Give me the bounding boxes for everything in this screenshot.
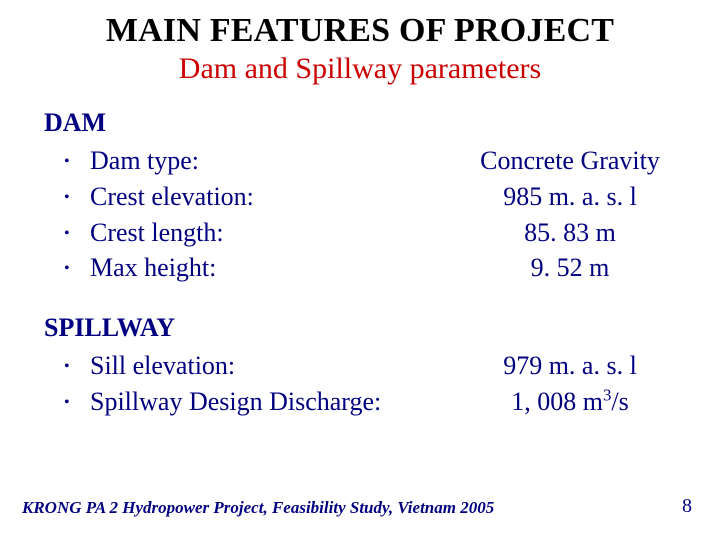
item-label: Sill elevation: <box>90 349 235 383</box>
bullet-icon: • <box>64 357 90 378</box>
item-value: 985 m. a. s. l <box>460 180 680 214</box>
slide: MAIN FEATURES OF PROJECT Dam and Spillwa… <box>0 0 720 540</box>
footer-text: KRONG PA 2 Hydropower Project, Feasibili… <box>22 498 494 518</box>
bullet-icon: • <box>64 152 90 173</box>
page-number: 8 <box>682 495 692 518</box>
item-label: Dam type: <box>90 144 199 178</box>
slide-subtitle: Dam and Spillway parameters <box>40 52 680 86</box>
bullet-icon: • <box>64 393 90 414</box>
section-heading-dam: DAM <box>40 108 680 138</box>
bullet-icon: • <box>64 259 90 280</box>
item-value-discharge: 1, 008 m3/s <box>460 385 680 419</box>
item-value: 85. 83 m <box>460 216 680 250</box>
item-label: Spillway Design Discharge: <box>90 385 381 419</box>
item-label: Crest elevation: <box>90 180 254 214</box>
list-item: • Dam type: Concrete Gravity <box>64 144 680 178</box>
item-value: 9. 52 m <box>460 251 680 285</box>
list-item: • Max height: 9. 52 m <box>64 251 680 285</box>
section-heading-spillway: SPILLWAY <box>40 313 680 343</box>
item-label: Crest length: <box>90 216 224 250</box>
list-item: • Sill elevation: 979 m. a. s. l <box>64 349 680 383</box>
item-label: Max height: <box>90 251 216 285</box>
slide-title: MAIN FEATURES OF PROJECT <box>40 12 680 50</box>
list-item: • Crest elevation: 985 m. a. s. l <box>64 180 680 214</box>
dam-list: • Dam type: Concrete Gravity • Crest ele… <box>40 144 680 285</box>
list-item: • Crest length: 85. 83 m <box>64 216 680 250</box>
bullet-icon: • <box>64 188 90 209</box>
bullet-icon: • <box>64 224 90 245</box>
spillway-list: • Sill elevation: 979 m. a. s. l • Spill… <box>40 349 680 419</box>
item-value: Concrete Gravity <box>460 144 680 178</box>
item-value: 979 m. a. s. l <box>460 349 680 383</box>
list-item: • Spillway Design Discharge: 1, 008 m3/s <box>64 385 680 419</box>
